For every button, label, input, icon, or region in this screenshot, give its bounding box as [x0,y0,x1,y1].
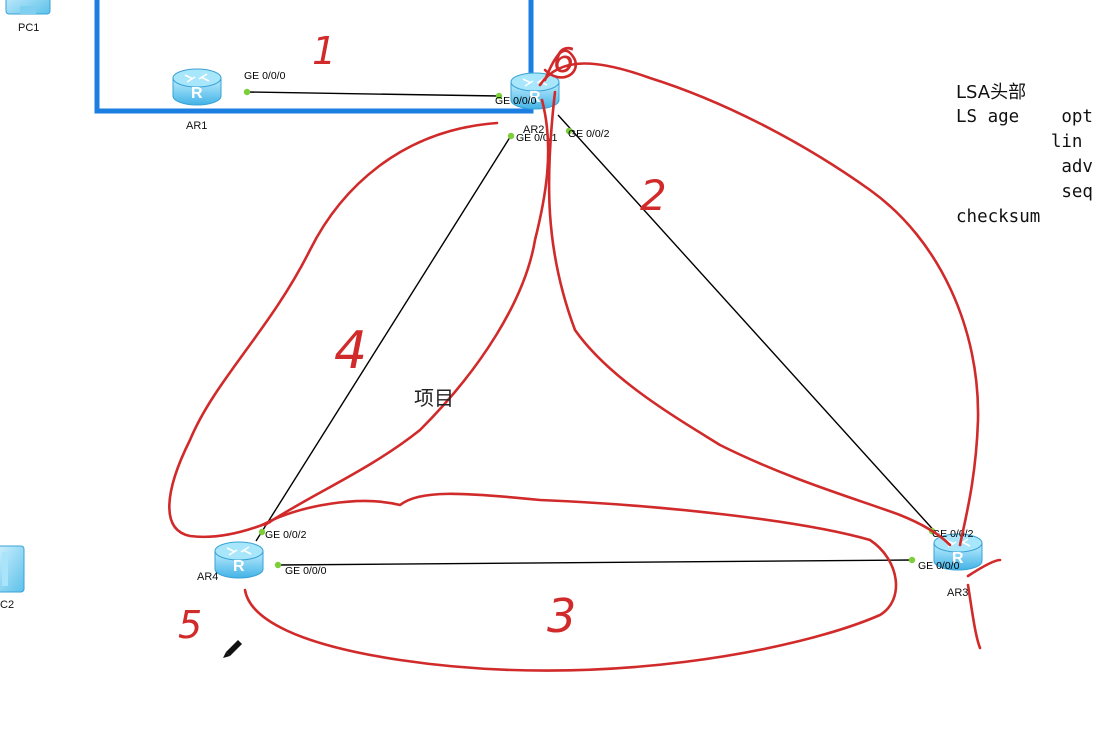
ar1-router-icon[interactable]: R [172,68,222,106]
pc1-device[interactable] [5,0,51,15]
pc2-device[interactable] [0,545,25,593]
ar2-router-glyph: R [529,89,541,106]
annotation-4: 4 [334,321,367,381]
note-line-3: lin [956,132,1083,152]
note-line-1: LSA头部 [956,82,1027,103]
note-line-5: seq [956,182,1093,202]
ar4-port-ge000: GE 0/0/0 [285,565,327,577]
ar3-port-ge000: GE 0/0/0 [918,560,960,572]
ar1-router-glyph: R [191,85,203,102]
ar3-label: AR3 [947,587,968,599]
center-label: 项目 [414,386,454,410]
annotation-2: 2 [640,171,667,220]
ar4-router-icon[interactable]: R [214,541,264,579]
ar1-label: AR1 [186,120,207,132]
ar4-port-ge002: GE 0/0/2 [265,529,307,541]
link-ar2-ar4[interactable] [255,133,513,542]
annotation-5: 5 [178,603,202,647]
port-dots [243,88,936,569]
lsa-notes: LSA头部 LS age opt lin adv seq checksum [956,80,1103,240]
ar1-port-ge000: GE 0/0/0 [244,70,286,82]
ar2-port-ge000: GE 0/0/0 [495,95,537,107]
pc1-label: PC1 [18,22,39,34]
ar2-label: AR2 [523,124,544,136]
annotation-6: 6 [553,41,575,81]
pc2-label: C2 [0,599,14,611]
note-line-2: LS age opt [956,107,1093,127]
annotation-strokes [168,49,1002,672]
note-line-6: checksum [956,207,1041,227]
note-line-4: adv [956,157,1093,177]
link-ar2-ar3[interactable] [557,114,939,536]
ar3-router-glyph: R [952,550,964,567]
annotation-3: 3 [547,589,576,643]
area-border [94,0,534,114]
annotation-1: 1 [312,29,336,73]
ar3-router-icon[interactable]: R [933,533,983,571]
link-ar4-ar3[interactable] [277,559,913,566]
ar4-router-glyph: R [233,558,245,575]
pen-cursor-icon [223,640,242,658]
ar2-port-ge002: GE 0/0/2 [568,128,610,140]
ar4-label: AR4 [197,571,218,583]
link-ar1-ar2[interactable] [246,91,500,97]
